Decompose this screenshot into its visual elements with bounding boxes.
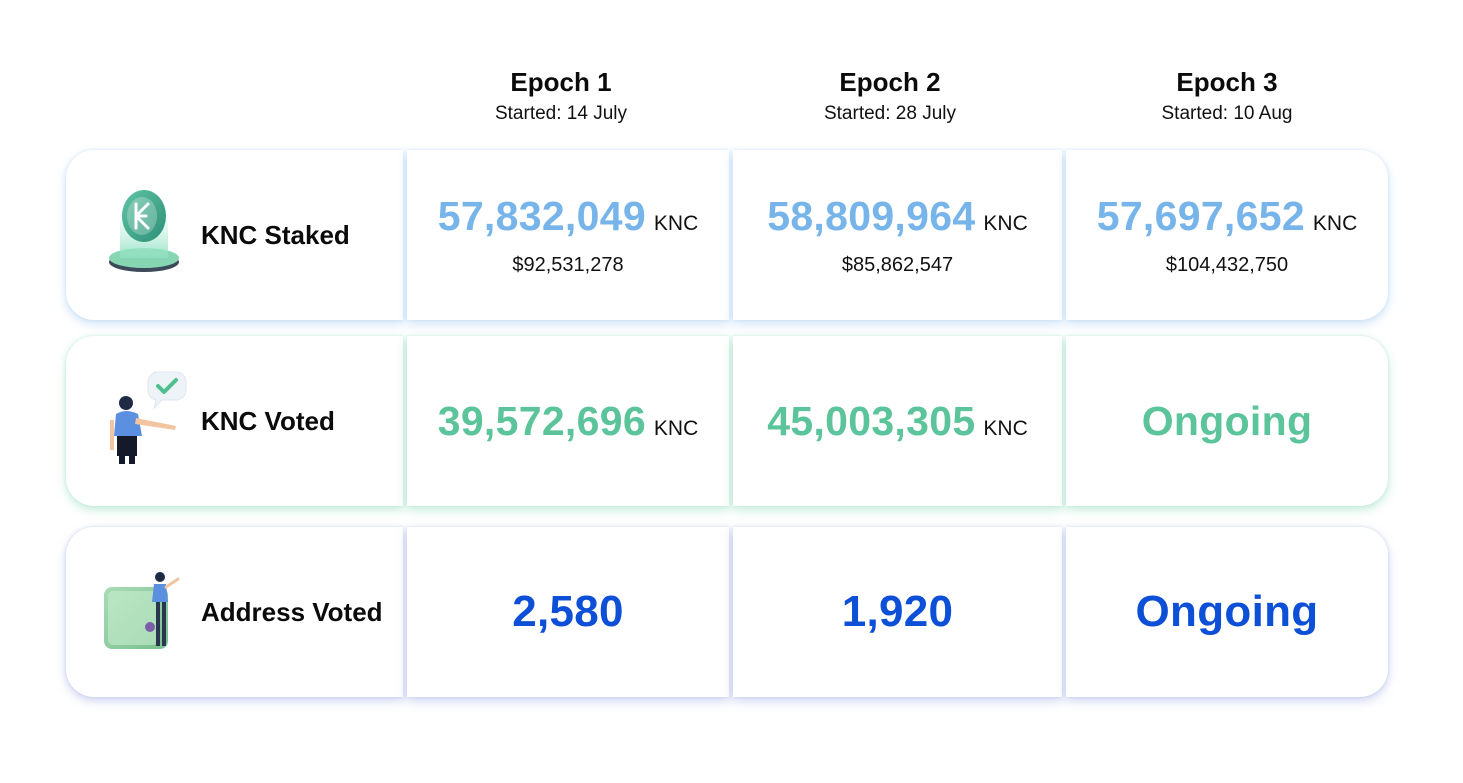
knc-voted-epoch-2-amount: 45,003,305 — [767, 397, 976, 444]
knc-staked-epoch-3-amount: 57,697,652 — [1096, 193, 1305, 239]
address-voted-epoch-2-count: 1,920 — [841, 587, 954, 636]
epoch-1-header: Epoch 1 Started: 14 July — [411, 66, 711, 128]
address-voted-epoch-1-count: 2,580 — [512, 587, 624, 636]
address-voted-epoch-2-cell: 1,920 — [733, 527, 1062, 697]
knc-staked-epoch-1-usd: $92,531,278 — [512, 254, 624, 276]
wallet-person-icon — [104, 572, 180, 649]
knc-staked-epoch-3-usd: $104,432,750 — [1165, 254, 1289, 276]
epoch-2-header: Epoch 2 Started: 28 July — [740, 66, 1040, 128]
knc-voted-epoch-1-cell: 39,572,696 KNC — [407, 336, 729, 506]
knc-voted-epoch-3-cell: Ongoing — [1066, 336, 1388, 506]
knc-voted-label: KNC Voted — [201, 405, 335, 436]
knc-staked-epoch-2-unit: KNC — [983, 212, 1028, 235]
knc-voted-epoch-1-amount: 39,572,696 — [437, 397, 646, 444]
address-voted-label: Address Voted — [201, 596, 383, 627]
knc-staked-epoch-2-usd: $85,862,547 — [841, 254, 954, 276]
knc-voted-label-card: KNC Voted — [66, 336, 403, 506]
epoch-1-title: Epoch 1 — [510, 67, 612, 97]
knc-staked-epoch-2-cell: 58,809,964 KNC $85,862,547 — [733, 150, 1062, 320]
knc-token-icon — [109, 190, 179, 272]
knc-voted-epoch-1-unit: KNC — [653, 416, 699, 440]
knc-voted-epoch-3-status: Ongoing — [1141, 397, 1313, 444]
knc-staked-epoch-1-amount: 57,832,049 — [437, 193, 646, 239]
knc-staked-epoch-3-cell: 57,697,652 KNC $104,432,750 — [1066, 150, 1388, 320]
knc-voted-epoch-2-cell: 45,003,305 KNC — [733, 336, 1062, 506]
knc-staked-row: KNC Staked 57,832,049 KNC $92,531,278 58… — [66, 150, 1388, 320]
epoch-2-start: Started: 28 July — [823, 103, 957, 124]
knc-staked-epoch-3-unit: KNC — [1312, 212, 1358, 235]
knc-staked-label-card: KNC Staked — [66, 150, 403, 320]
address-voted-row: Address Voted 2,580 1,920 Ongoing — [66, 527, 1388, 697]
knc-voted-epoch-2-unit: KNC — [983, 416, 1028, 440]
address-voted-label-card: Address Voted — [66, 527, 403, 697]
address-voted-epoch-3-status: Ongoing — [1135, 587, 1319, 636]
voter-person-icon — [110, 371, 187, 464]
knc-staked-epoch-2-amount: 58,809,964 — [767, 193, 976, 239]
knc-staked-epoch-1-cell: 57,832,049 KNC $92,531,278 — [407, 150, 729, 320]
epoch-3-title: Epoch 3 — [1176, 67, 1278, 97]
epoch-3-start: Started: 10 Aug — [1161, 103, 1293, 124]
epoch-2-title: Epoch 2 — [839, 67, 941, 97]
knc-staked-label: KNC Staked — [201, 219, 350, 250]
epoch-1-start: Started: 14 July — [494, 103, 628, 124]
address-voted-epoch-1-cell: 2,580 — [407, 527, 729, 697]
epoch-3-header: Epoch 3 Started: 10 Aug — [1077, 66, 1377, 128]
knc-voted-row: KNC Voted 39,572,696 KNC 45,003,305 KNC … — [66, 336, 1388, 506]
knc-staked-epoch-1-unit: KNC — [653, 212, 699, 235]
address-voted-epoch-3-cell: Ongoing — [1066, 527, 1388, 697]
